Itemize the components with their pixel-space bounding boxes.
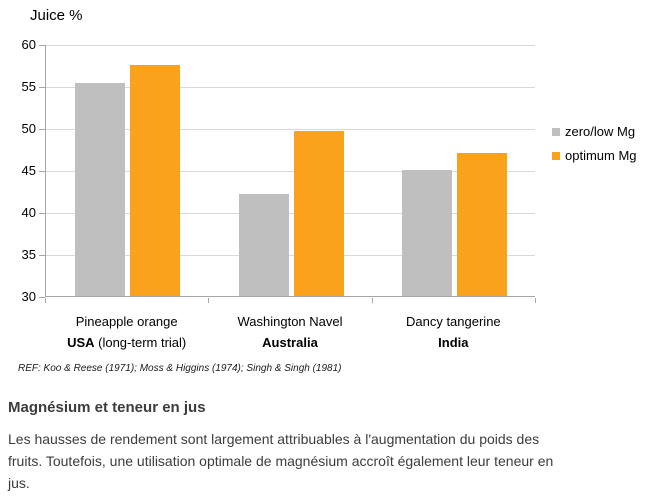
y-axis-tick [39, 255, 45, 256]
caption-line: jus. [8, 475, 30, 491]
caption-heading: Magnésium et teneur en jus [8, 399, 206, 416]
legend-swatch-icon [552, 151, 560, 160]
y-axis-tick-label: 30 [21, 289, 36, 304]
bar [293, 131, 344, 296]
category-label: Pineapple orange USA (long-term trial) [45, 311, 208, 353]
y-axis-tick-label: 40 [21, 205, 36, 220]
y-axis-tick [39, 171, 45, 172]
reference-note: REF: Koo & Reese (1971); Moss & Higgins … [18, 363, 342, 374]
category-region: Australia [262, 335, 318, 350]
gridline [46, 213, 535, 214]
category-region: India [438, 335, 469, 350]
y-axis-tick [39, 87, 45, 88]
category-label: Washington Navel Australia [208, 311, 371, 353]
legend-label: zero/low Mg [565, 124, 636, 139]
legend-swatch-icon [552, 127, 560, 136]
x-axis-tick [371, 298, 373, 303]
caption-line: fruits. Toutefois, une utilisation optim… [8, 453, 554, 469]
gridline [46, 87, 535, 88]
y-axis-tick-label: 35 [21, 247, 36, 262]
y-axis-tick [39, 213, 45, 214]
category-label: Dancy tangerine India [372, 311, 535, 353]
legend: zero/low Mg optimum Mg [552, 124, 637, 172]
x-axis-tick [45, 298, 46, 303]
y-axis-tick-label: 55 [21, 79, 36, 94]
x-axis-tick [535, 298, 536, 303]
y-axis-tick [39, 45, 45, 46]
y-axis-tick-label: 50 [21, 121, 36, 136]
category-name: Dancy tangerine [405, 314, 501, 329]
y-axis-tick-label: 45 [21, 163, 36, 178]
gridline [46, 45, 535, 46]
gridline [46, 255, 535, 256]
bar [238, 194, 289, 296]
legend-label: optimum Mg [565, 148, 637, 163]
category-region: USA (long-term trial) [67, 335, 187, 350]
gridline [46, 171, 535, 172]
category-axis-labels: Pineapple orange USA (long-term trial) Was… [45, 311, 535, 353]
plot-area [45, 45, 535, 297]
y-axis-tick [39, 129, 45, 130]
chart-title: Juice % [30, 7, 83, 24]
bar [130, 65, 181, 296]
caption-line: Les hausses de rendement sont largement … [8, 431, 540, 447]
y-axis-tick-label: 60 [21, 37, 36, 52]
bar [401, 170, 452, 296]
gridline [46, 129, 535, 130]
category-name: Washington Navel [237, 314, 343, 329]
x-axis-tick [208, 298, 210, 303]
legend-item: optimum Mg [552, 148, 637, 163]
category-name: Pineapple orange [75, 314, 178, 329]
caption-body: Les hausses de rendement sont largement … [8, 428, 656, 494]
bar [75, 82, 126, 296]
legend-item: zero/low Mg [552, 124, 637, 139]
y-axis-tick [39, 297, 45, 298]
bar [456, 153, 507, 296]
